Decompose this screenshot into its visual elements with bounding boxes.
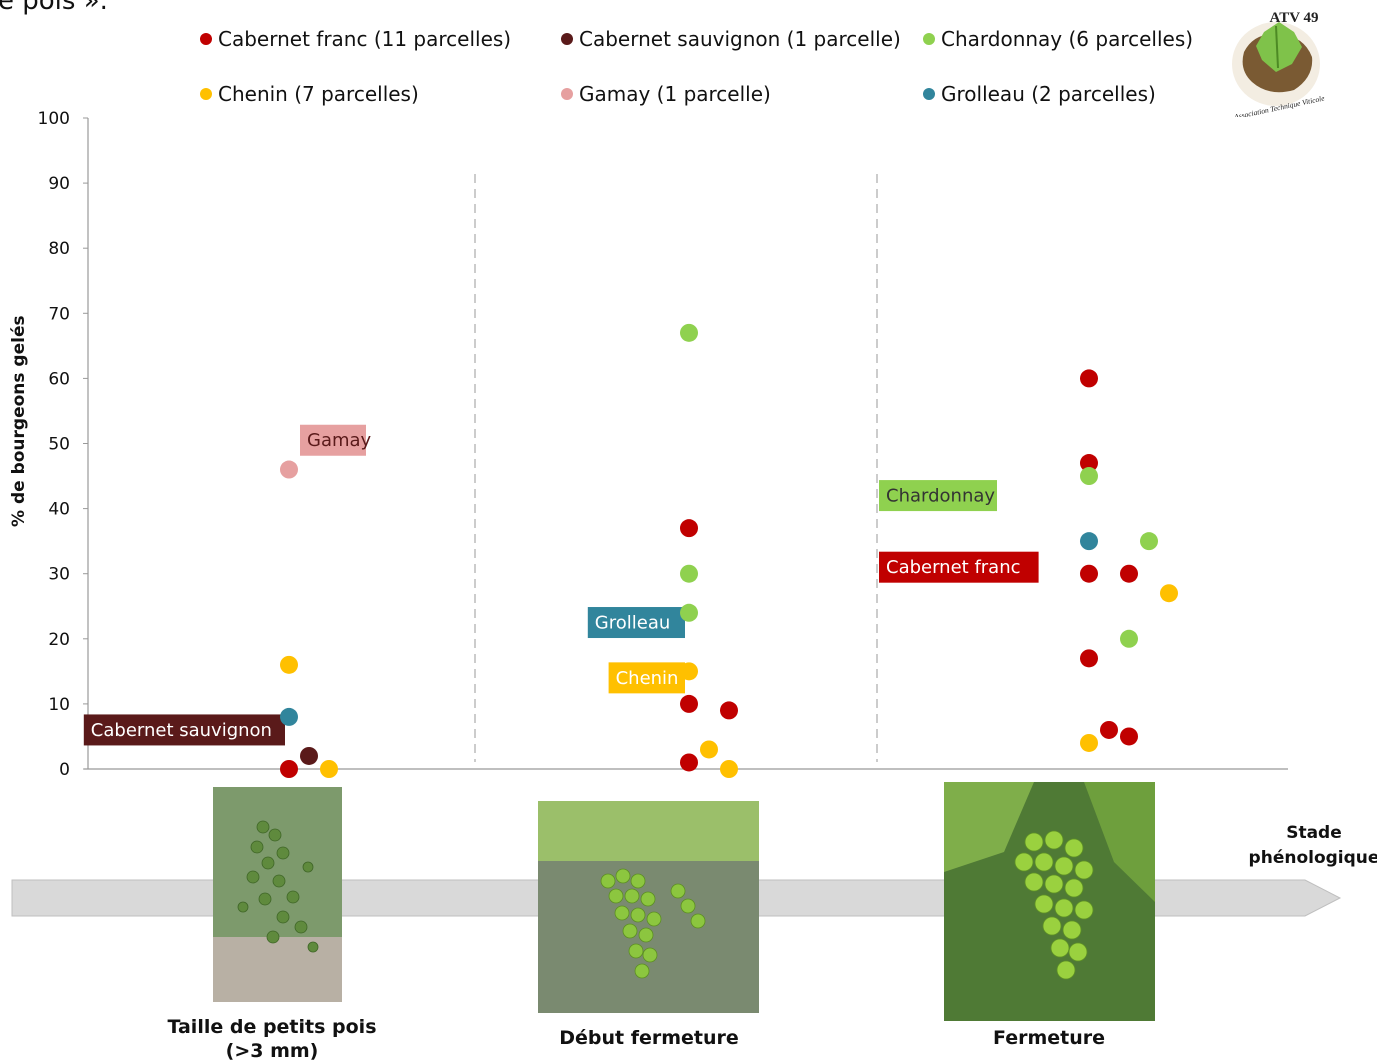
data-point [680, 662, 698, 681]
data-point [680, 694, 698, 713]
data-point [1080, 369, 1098, 388]
legend-label: Grolleau (2 parcelles) [941, 82, 1156, 106]
annotation-layer: Gamay Cabernet sauvignon Grolleau Chenin Cha… [83, 424, 1039, 746]
legend-marker [923, 33, 935, 45]
stade-label-line2: phénologique [1248, 848, 1377, 868]
annotation-label: Gamay [300, 424, 372, 456]
legend-label: Cabernet franc (11 parcelles) [218, 27, 512, 51]
data-point [280, 655, 298, 674]
legend-label: Cabernet sauvignon (1 parcelle) [579, 27, 901, 51]
y-tick-label: 30 [48, 565, 70, 585]
y-tick-label: 60 [48, 369, 70, 389]
annotation-label: Chenin [608, 662, 685, 694]
y-tick-label: 20 [48, 630, 70, 650]
grape-cluster-image [213, 787, 342, 1002]
data-point [1080, 649, 1098, 668]
data-point [280, 707, 298, 726]
data-point [1080, 532, 1098, 551]
legend-marker [200, 88, 212, 100]
stage-label: Taille de petits pois (>3 mm) [160, 1015, 384, 1063]
data-point [1120, 727, 1138, 746]
data-point [720, 760, 738, 778]
y-tick-label: 100 [38, 109, 70, 129]
legend-label: Chardonnay (6 parcelles) [941, 27, 1194, 51]
annotation-label: Chardonnay [879, 480, 997, 512]
data-point [700, 740, 718, 759]
stage-photo-petits-pois [213, 787, 342, 1002]
svg-text:Gamay: Gamay [307, 430, 372, 451]
legend-label: Gamay (1 parcelle) [579, 82, 771, 106]
y-tick-label: 40 [48, 500, 70, 520]
legend-marker [561, 88, 573, 100]
stade-label-line1: Stade [1286, 823, 1342, 843]
legend-item: Cabernet sauvignon (1 parcelle) [561, 27, 901, 51]
legend-item: Grolleau (2 parcelles) [923, 82, 1156, 106]
stage-photo-fermeture [944, 782, 1155, 1021]
data-point [280, 760, 298, 778]
svg-text:Cabernet sauvignon: Cabernet sauvignon [91, 720, 272, 741]
stage-label-line1: Fermeture [992, 1027, 1105, 1049]
logo-top-text: ATV 49 [1269, 10, 1318, 26]
annotation-label: Cabernet sauvignon [83, 714, 285, 746]
y-tick-label: 70 [48, 304, 70, 324]
grape-cluster-image [538, 801, 759, 1013]
data-point [1140, 532, 1158, 551]
data-point [680, 603, 698, 622]
y-axis-title: % de bourgeons gelés [9, 315, 29, 527]
y-tick-label: 50 [48, 435, 70, 455]
data-point [680, 323, 698, 342]
data-point [1080, 454, 1098, 473]
points-layer [280, 323, 1178, 778]
y-tick-label: 10 [48, 695, 70, 715]
data-point [1080, 733, 1098, 752]
annotation-label: Cabernet franc [879, 551, 1039, 583]
legend-item: Chardonnay (6 parcelles) [923, 27, 1193, 51]
y-tick-label: 90 [48, 174, 70, 194]
data-point [680, 564, 698, 583]
header-text-fragment: e pois ». [0, 0, 108, 16]
legend-item: Cabernet franc (11 parcelles) [200, 27, 511, 51]
stage-label: Fermeture [945, 1026, 1153, 1050]
legend-marker [923, 88, 935, 100]
data-point [1120, 629, 1138, 648]
atv49-logo: ATV 49 Association Technique Viticole [1232, 10, 1326, 117]
data-point [1100, 720, 1118, 739]
legend-item: Chenin (7 parcelles) [200, 82, 419, 106]
stage-label: Début fermeture [540, 1026, 758, 1050]
legend-marker [561, 33, 573, 45]
grape-cluster-image [944, 782, 1155, 1021]
data-point [300, 746, 318, 765]
data-point [680, 753, 698, 772]
data-point [280, 460, 298, 479]
annotation-label: Grolleau [587, 607, 685, 639]
svg-text:Chardonnay: Chardonnay [886, 486, 995, 507]
stage-photo-debut-fermeture [538, 801, 759, 1013]
data-point [1080, 564, 1098, 583]
data-point [1080, 467, 1098, 486]
svg-text:Grolleau: Grolleau [595, 613, 670, 634]
svg-text:Cabernet franc: Cabernet franc [886, 557, 1021, 578]
data-point [680, 519, 698, 538]
data-point [320, 760, 338, 778]
stage-label-line2: (>3 mm) [225, 1040, 319, 1062]
legend-label: Chenin (7 parcelles) [218, 82, 419, 106]
stage-label-line1: Taille de petits pois [167, 1016, 377, 1038]
legend-marker [200, 33, 212, 45]
svg-text:Chenin: Chenin [616, 668, 679, 689]
stage-dividers [474, 174, 878, 762]
y-tick-label: 80 [48, 239, 70, 259]
data-point [1120, 564, 1138, 583]
y-tick-label: 0 [59, 760, 70, 780]
data-point [720, 701, 738, 720]
data-point [1160, 584, 1178, 603]
stade-phenologique-label: Stade phénologique [1246, 821, 1377, 871]
legend-item: Gamay (1 parcelle) [561, 82, 771, 106]
stage-label-line1: Début fermeture [559, 1027, 739, 1049]
